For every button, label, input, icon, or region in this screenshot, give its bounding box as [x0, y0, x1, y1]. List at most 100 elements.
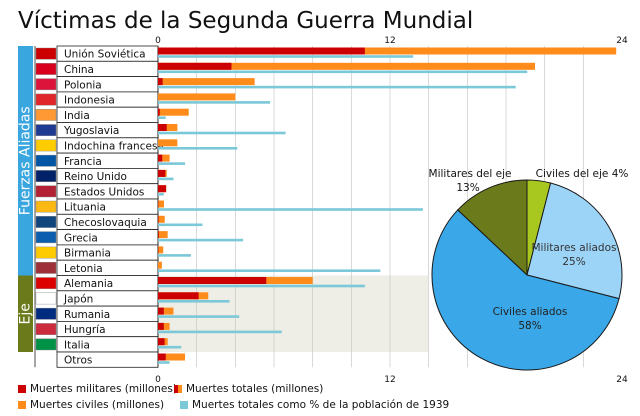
bar-military-francia — [158, 154, 163, 162]
flag-icon — [35, 108, 57, 121]
bar-military-china — [158, 62, 232, 70]
country-label-letonia: Letonia — [64, 263, 103, 275]
flag-icon — [35, 93, 57, 106]
axis-tick-top-0: 0 — [155, 36, 161, 46]
chart-title: Víctimas de la Segunda Guerra Mundial — [18, 8, 474, 34]
bar-civil-francia — [158, 154, 170, 162]
country-label-union-sovietica: Unión Soviética — [64, 49, 146, 61]
bar-military-rumania — [158, 307, 164, 315]
pie-slice-civiles-aliados — [431, 209, 620, 371]
country-label-japon: Japón — [63, 293, 93, 305]
bar-civil-birmania — [158, 246, 164, 254]
bar-percent-china — [158, 70, 528, 74]
flag-icon — [35, 292, 57, 305]
bar-percent-lituania — [158, 208, 423, 211]
legend-civil-label: Muertes civiles (millones) — [30, 399, 165, 411]
bar-percent-grecia — [158, 238, 244, 242]
bar-percent-india — [158, 116, 166, 119]
flag-icon — [35, 262, 57, 274]
flag-icon — [35, 216, 57, 228]
bar-percent-union-sovietica — [158, 55, 414, 58]
bar-civil-checoslovaquia — [158, 215, 165, 223]
legend-military-swatch — [18, 385, 26, 393]
legend-military: Muertes militares (millones) — [18, 383, 177, 395]
flag-icon — [35, 200, 57, 213]
country-label-alemania: Alemania — [64, 278, 113, 290]
country-label-grecia: Grecia — [64, 232, 98, 244]
legend-percent-swatch — [180, 401, 188, 409]
country-label-china: China — [64, 64, 94, 76]
allies-group-band — [18, 46, 33, 276]
country-label-yugoslavia: Yugoslavia — [63, 125, 119, 137]
legend-total: Muertes totales (millones) — [174, 383, 323, 395]
flag-icon — [35, 63, 57, 75]
flag-icon — [35, 246, 57, 259]
bar-civil-otros — [158, 353, 186, 361]
country-label-indonesia: Indonesia — [64, 95, 115, 107]
bar-percent-estados-unidos — [158, 192, 164, 196]
bar-civil-letonia — [158, 261, 162, 269]
bar-civil-india — [158, 108, 189, 116]
bar-military-union-sovietica — [158, 47, 365, 55]
bar-military-estados-unidos — [158, 185, 167, 193]
flag-icon — [35, 338, 57, 351]
bar-percent-reino-unido — [158, 177, 174, 181]
bar-percent-indochina-francesa — [158, 147, 238, 150]
bar-military-reino-unido — [158, 169, 166, 177]
flag-icon — [35, 323, 57, 335]
flag-icon — [35, 78, 57, 91]
bar-percent-alemania — [158, 284, 365, 288]
bar-percent-francia — [158, 162, 186, 165]
bar-military-yugoslavia — [158, 124, 167, 131]
bar-military-otros — [158, 353, 166, 361]
bar-military-alemania — [158, 277, 267, 284]
bar-military-india — [158, 108, 160, 116]
bar-civil-rumania — [158, 307, 174, 315]
bar-percent-checoslovaquia — [158, 223, 203, 227]
country-label-polonia: Polonia — [64, 79, 102, 91]
country-label-indochina-francesa: Indochina francesa — [64, 140, 164, 152]
flag-icon — [35, 139, 57, 152]
pie-label-civiles-aliados: Civiles aliados — [493, 306, 568, 318]
bar-civil-yugoslavia — [158, 124, 178, 131]
legend-civil: Muertes civiles (millones) — [18, 399, 164, 411]
pie-percent-militares-del-eje: 13% — [456, 182, 479, 194]
axis-region-background — [158, 275, 428, 352]
pie-label-militares-del-eje: Militares del eje — [429, 168, 512, 180]
flag-icon — [35, 231, 57, 244]
bar-civil-lituania — [158, 200, 164, 208]
pie-slice-militares-del-eje — [457, 179, 528, 277]
flag-icon — [35, 185, 57, 198]
bar-percent-polonia — [158, 85, 516, 89]
legend-percent: Muertes totales como % de la población d… — [180, 399, 449, 411]
bar-percent-rumania — [158, 315, 240, 318]
country-label-hungria: Hungría — [64, 324, 106, 336]
country-label-lituania: Lituania — [64, 202, 106, 214]
bar-civil-indonesia — [158, 93, 236, 101]
country-label-italia: Italia — [64, 339, 90, 351]
pie-percent-civiles-aliados: 58% — [518, 320, 541, 332]
flag-icon — [35, 154, 57, 167]
country-label-birmania: Birmania — [64, 248, 111, 260]
axis-tick-top-12: 12 — [384, 36, 395, 46]
country-label-estados-unidos: Estados Unidos — [64, 186, 144, 198]
bar-military-japon — [158, 292, 199, 300]
bar-percent-birmania — [158, 254, 191, 257]
bar-military-hungria — [158, 322, 164, 330]
country-label-otros: Otros — [64, 355, 92, 367]
bar-military-italia — [158, 338, 165, 346]
bar-civil-china — [158, 62, 535, 70]
axis-tick-bottom-0: 0 — [155, 375, 161, 385]
bar-percent-yugoslavia — [158, 131, 286, 135]
legend-military-label: Muertes militares (millones) — [30, 383, 177, 395]
bar-military-grecia — [158, 231, 159, 239]
bar-civil-grecia — [158, 231, 168, 239]
bar-civil-union-sovietica — [158, 47, 617, 55]
bar-percent-letonia — [158, 269, 381, 272]
bar-military-checoslovaquia — [158, 215, 159, 223]
country-label-reino-unido: Reino Unido — [64, 171, 127, 183]
bar-civil-indochina-francesa — [158, 139, 178, 147]
bar-civil-polonia — [158, 78, 255, 86]
